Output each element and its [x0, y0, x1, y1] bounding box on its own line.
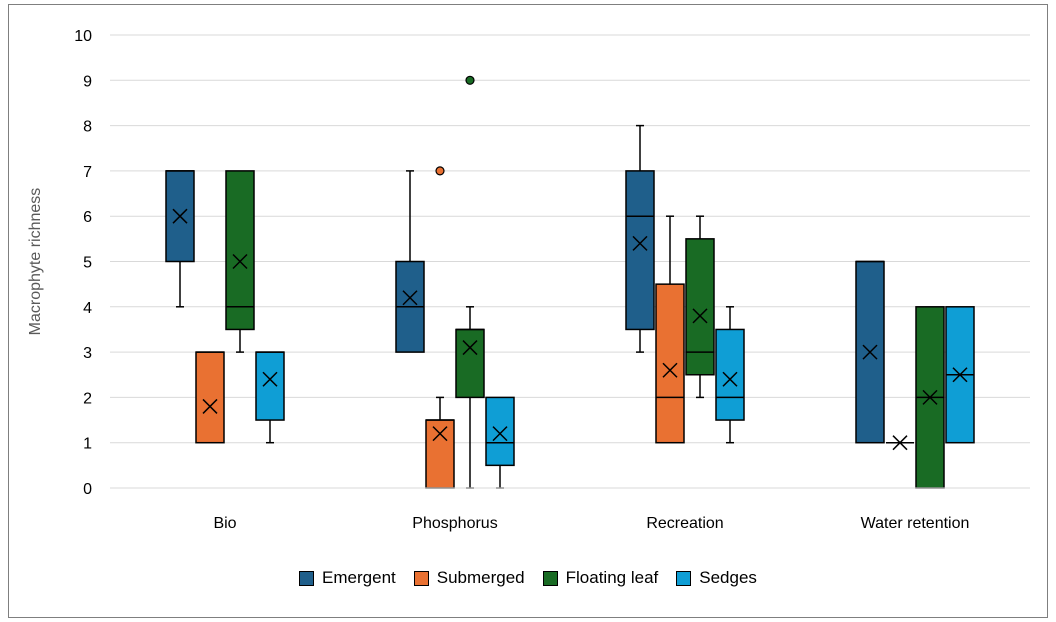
- box-submerged: [425, 166, 455, 489]
- box-body: [425, 419, 455, 489]
- mean-marker: [892, 435, 908, 451]
- box-floating-leaf: [225, 170, 255, 353]
- category-label: Bio: [213, 515, 236, 532]
- mean-marker: [692, 308, 708, 324]
- legend-item: Submerged: [413, 568, 525, 588]
- legend-swatch: [676, 570, 692, 586]
- mean-marker: [922, 389, 938, 405]
- y-tick-label: 9: [83, 73, 92, 90]
- box-floating-leaf: [685, 215, 715, 399]
- y-axis-label: Macrophyte richness: [27, 188, 44, 336]
- legend-label: Emergent: [322, 568, 396, 587]
- mean-marker: [262, 371, 278, 387]
- mean-marker: [232, 253, 248, 270]
- box-body: [455, 328, 485, 399]
- legend-label: Sedges: [699, 568, 757, 587]
- category-label: Recreation: [646, 515, 723, 532]
- box-floating-leaf: [915, 306, 945, 489]
- outlier-point: [465, 75, 475, 85]
- legend-swatch: [299, 570, 315, 586]
- box-emergent: [395, 170, 425, 353]
- y-tick-label: 5: [83, 255, 92, 272]
- y-tick-label: 7: [83, 164, 92, 181]
- box-sedges: [715, 306, 745, 444]
- legend-item: Sedges: [676, 568, 757, 588]
- box-emergent: [625, 124, 655, 353]
- mean-marker: [492, 426, 508, 442]
- mean-marker: [722, 371, 738, 387]
- box-submerged: [886, 435, 914, 451]
- mean-marker: [432, 426, 448, 442]
- mean-marker: [952, 367, 968, 383]
- y-tick-label: 4: [83, 300, 92, 317]
- legend-item: Floating leaf: [542, 568, 659, 588]
- box-body: [195, 351, 225, 444]
- legend-item: Emergent: [299, 568, 396, 588]
- legend-label: Submerged: [436, 568, 525, 587]
- y-tick-label: 2: [83, 390, 92, 407]
- box-emergent: [165, 170, 195, 308]
- box-body: [225, 170, 255, 331]
- box-submerged: [655, 215, 685, 444]
- mean-marker: [462, 340, 478, 356]
- mean-marker: [662, 362, 678, 378]
- mean-marker: [172, 208, 188, 224]
- box-sedges: [485, 396, 515, 489]
- box-sedges: [945, 306, 975, 444]
- box-body: [625, 170, 655, 331]
- box-body: [255, 351, 285, 421]
- y-tick-label: 8: [83, 119, 92, 136]
- box-sedges: [255, 351, 285, 444]
- mean-marker: [632, 235, 648, 251]
- legend-swatch: [542, 570, 558, 586]
- mean-marker: [862, 344, 878, 360]
- mean-marker: [202, 398, 218, 414]
- legend-swatch: [413, 570, 429, 586]
- y-tick-label: 6: [83, 209, 92, 226]
- y-tick-label: 3: [83, 345, 92, 362]
- outlier-point: [435, 166, 445, 176]
- category-label: Water retention: [861, 515, 970, 532]
- box-body: [485, 396, 515, 467]
- box-body: [685, 238, 715, 376]
- box-emergent: [855, 260, 885, 444]
- category-label: Phosphorus: [412, 515, 497, 532]
- box-body: [715, 328, 745, 421]
- y-tick-label: 10: [74, 28, 92, 45]
- mean-marker: [402, 290, 418, 306]
- y-tick-label: 1: [83, 436, 92, 453]
- box-floating-leaf: [455, 75, 485, 489]
- legend: Emergent Submerged Floating leaf Sedges: [0, 566, 1056, 590]
- box-body: [655, 283, 685, 444]
- box-submerged: [195, 351, 225, 444]
- y-tick-label: 0: [83, 481, 92, 498]
- legend-label: Floating leaf: [565, 568, 659, 587]
